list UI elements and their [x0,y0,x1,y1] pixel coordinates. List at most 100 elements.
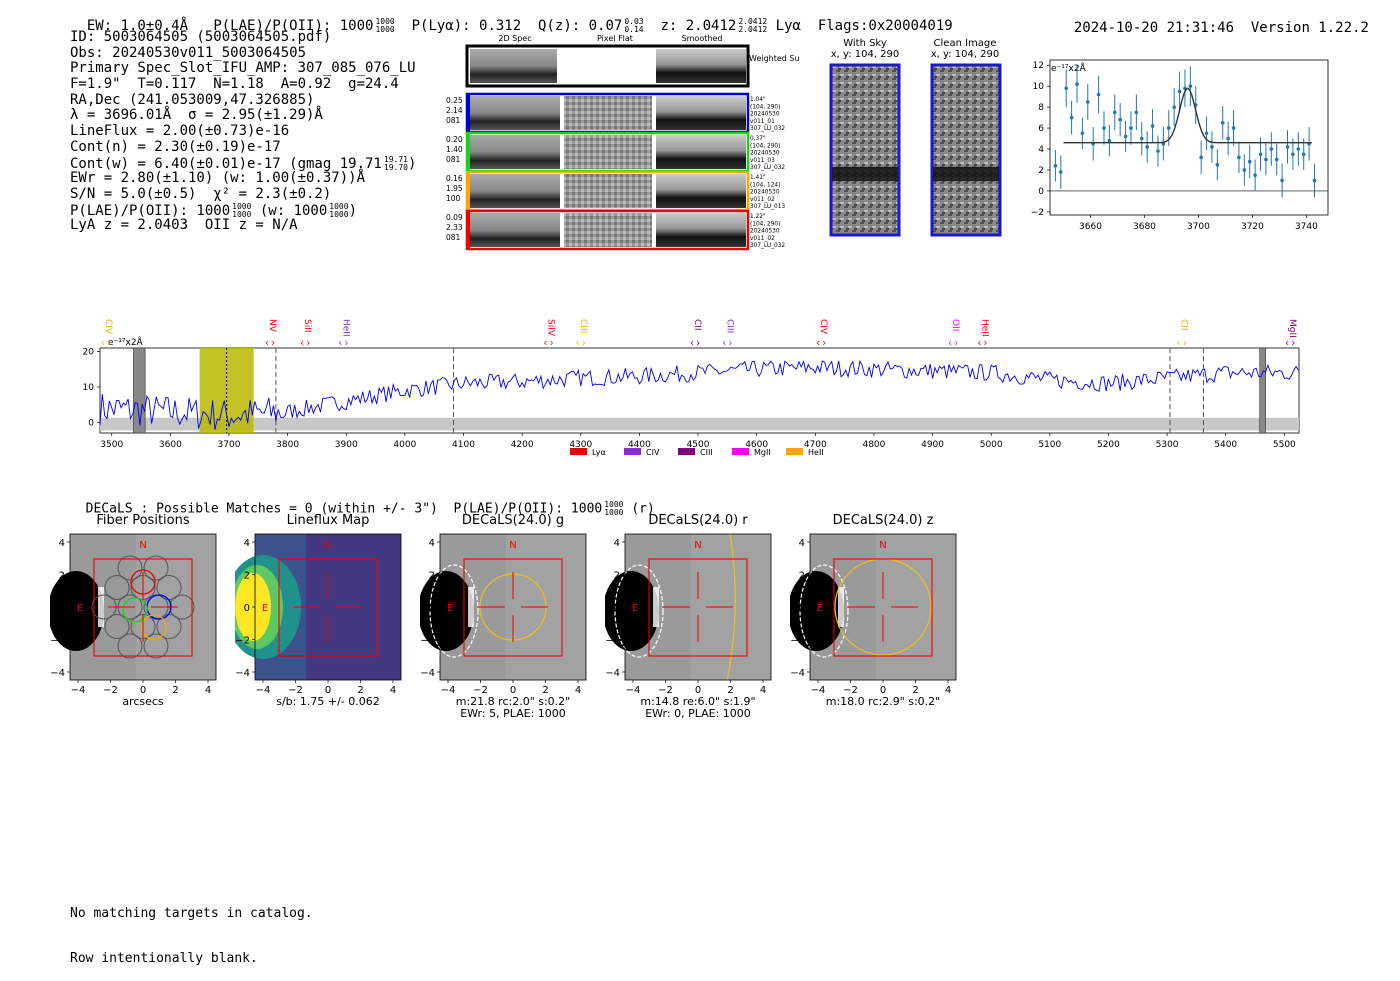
spec2d-row-meta: v011_02 [750,236,775,242]
spec2d-row-stat: 100 [446,194,461,203]
full-xtick-label: 4000 [393,440,416,450]
spec2d-row-meta: (104, 290) [750,143,780,149]
spec2d-row-stat: 1.40 [446,145,463,154]
cutout-xtick-label: −2 [288,685,303,696]
zoom-data-point [1285,130,1290,164]
north-label: N [139,540,146,551]
zoom-data-point [1274,143,1279,176]
full-masked-region [1259,347,1266,434]
svg-text:HeII: HeII [340,319,350,337]
north-label: N [324,540,331,551]
header-qz: Q(z): 0.07 [538,18,623,34]
full-line-marker: CII [690,319,702,346]
fiber-circle [104,614,130,639]
spec2d-smoothed [656,174,746,208]
spec2d-pixelflat [564,174,652,208]
full-xtick-label: 3800 [276,440,299,450]
zoom-data-point [1307,127,1311,161]
zoom-xtick-label: 3740 [1295,222,1318,232]
info-lineflux: LineFlux = 2.00(±0.73)e-16 [70,123,290,140]
zoom-data-point [1139,121,1144,156]
cutout-xtick-label: 4 [945,685,951,696]
full-xtick-label: 4300 [569,440,592,450]
zoom-xtick-label: 3660 [1079,222,1102,232]
spec2d-raw [470,135,560,169]
cutout-xtick-label: −2 [473,685,488,696]
info-sn: S/N = 5.0(±0.5) χ² = 2.3(±0.2) [70,185,332,202]
full-line-marker: MgII [1285,319,1297,346]
full-line-marker: CIII [576,319,588,346]
field-box [93,558,193,657]
zoom-data-point [1129,111,1133,145]
svg-text:CIV: CIV [103,319,113,335]
spec2d-row-stat: 0.16 [446,174,463,183]
full-xtick-label: 4700 [804,440,827,450]
zoom-data-point [1210,131,1214,163]
spec2d-col-pixelflat: Pixel Flat [597,34,633,43]
spec2d-row-stat: 081 [446,155,461,164]
cutout-caption: s/b: 1.75 +/- 0.062 [276,695,380,708]
cutout-caption: m:21.8 rc:2.0" s:0.2" EWr: 5, PLAE: 1000 [455,695,571,720]
spec2d-row-meta: 307_LU_032 [750,243,785,249]
full-xtick-label: 5300 [1156,440,1179,450]
zoom-data-point [1053,150,1058,182]
spec2d-row-stat: 0.09 [446,213,463,222]
field-box [648,558,748,657]
spec2d-smoothed [656,213,746,247]
header-plae-frac: 1000 1000 [375,17,395,34]
cutout-panel: N E −4 −4 −2 −2 0 0 2 2 4 4 [235,533,402,696]
zoom-plot-frame [1049,59,1329,216]
zoom-data-point [1172,88,1176,126]
zoom-data-point [1215,149,1220,181]
spec2d-row-meta: 307_LU_032 [750,126,785,132]
cutout-panel: N E −4 −4 −2 −2 0 0 2 2 4 4 [420,533,587,696]
cutout-ytick-label: 2 [614,571,620,582]
catalog-ellipse [614,564,664,658]
footer-line1: No matching targets in catalog. [70,906,313,921]
header-ew: EW: 1.0±0.4Å [86,18,189,34]
spec2d-row-meta: (104, 290) [750,104,780,110]
zoom-data-point [1301,138,1306,170]
cutout-ytick-label: −2 [420,636,435,647]
svg-text:SiII: SiII [302,319,312,333]
zoom-data-point [1102,111,1106,145]
full-line-marker: CII [1177,319,1189,346]
cutout-xtick-label: −4 [71,685,86,696]
full-xtick-label: 4400 [628,440,651,450]
info-slot: Primary Spec_Slot_IFU_AMP: 307_085_076_L… [70,60,416,77]
bright-source [790,571,844,651]
info-obs: Obs: 20240530v011_5003064505 [70,44,307,61]
info-lambda: λ = 3696.01Å σ = 2.95(±1.29)Å [70,107,323,124]
zoom-xtick-label: 3720 [1241,222,1264,232]
cutout-xtick-label: 2 [727,685,733,696]
zoom-data-point [1183,69,1187,108]
header-plae: P(LAE)/P(OII): 1000 [213,18,374,34]
svg-text:OII: OII [950,319,960,331]
spec2d-row-stat: 2.33 [446,223,463,232]
footer-line2: Row intentionally blank. [70,951,258,966]
zoom-data-point [1291,138,1295,170]
cutout-ytick-label: 4 [59,538,65,549]
zoom-ytick-label: 6 [1038,124,1044,134]
zoom-data-point [1091,127,1095,161]
zoom-data-point [1199,140,1203,175]
svg-text:MgII: MgII [754,448,771,457]
zoom-data-point [1112,94,1117,131]
clean-image-title: Clean Image x, y: 104, 290 [930,38,1000,60]
cutout-ytick-label: −2 [50,636,65,647]
cutout-ytick-label: −2 [790,636,805,647]
spec2d-row-meta: 20240530 [750,112,780,118]
zoom-data-point [1161,127,1166,161]
zoom-fit-line [1063,87,1312,144]
zoom-data-point [1312,163,1317,198]
cutout-xtick-label: −4 [626,685,641,696]
cutout-xtick-label: 0 [510,685,516,696]
zoom-data-point [1107,124,1112,157]
svg-text:Lyα: Lyα [592,448,606,457]
cutout-caption: m:18.0 rc:2.9" s:0.2" [825,695,941,708]
cutout-xtick-label: −2 [843,685,858,696]
aperture-circle [726,533,736,681]
cutout-xtick-label: −4 [811,685,826,696]
spec2d-pixelflat [564,96,652,130]
